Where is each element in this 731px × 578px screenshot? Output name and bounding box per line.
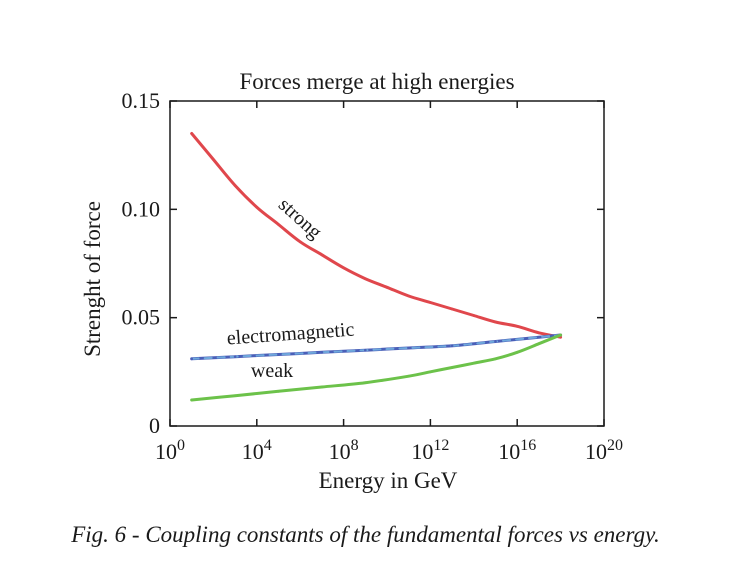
data-point-strong — [255, 205, 259, 209]
data-point-electromagnetic — [537, 335, 541, 339]
data-point-weak — [190, 398, 193, 402]
data-point-strong — [277, 223, 280, 226]
curves-layer — [190, 132, 563, 402]
data-point-strong — [494, 320, 497, 324]
data-point-electromagnetic — [277, 353, 280, 356]
series-label-electromagnetic: electromagnetic — [226, 319, 355, 350]
x-tick-label: 1016 — [498, 437, 536, 464]
data-point-strong — [190, 132, 193, 135]
data-point-weak — [320, 385, 324, 389]
data-point-weak — [559, 333, 562, 337]
data-point-strong — [407, 294, 411, 298]
y-tick-label: 0.15 — [122, 88, 161, 113]
data-point-strong — [298, 240, 302, 244]
data-point-electromagnetic — [494, 340, 497, 343]
series-line-electromagnetic-highlight — [190, 334, 562, 360]
data-point-weak — [537, 342, 541, 345]
data-point-weak — [450, 366, 454, 369]
data-point-weak — [277, 390, 280, 393]
figure-caption: Fig. 6 - Coupling constants of the funda… — [71, 522, 660, 547]
data-point-strong — [212, 158, 215, 161]
data-point-weak — [364, 381, 367, 384]
coupling-constants-chart: 0 0.05 0.10 0.15 100 104 108 1012 1016 1020 Force… — [80, 69, 624, 493]
data-point-weak — [407, 374, 411, 378]
data-point-weak — [233, 394, 237, 397]
data-point-strong — [385, 286, 389, 289]
series-label-strong: strong — [274, 194, 326, 244]
data-point-strong — [429, 301, 432, 304]
data-point-weak — [494, 357, 497, 361]
data-point-electromagnetic — [364, 348, 367, 352]
plot-frame — [169, 100, 605, 427]
series-label-weak: weak — [251, 360, 293, 382]
x-tick-label: 108 — [329, 437, 359, 464]
data-point-weak — [429, 370, 432, 374]
data-point-electromagnetic — [450, 344, 454, 348]
chart-title: Forces merge at high energies — [239, 69, 514, 94]
y-tick-label: 0 — [149, 413, 160, 438]
series-line-strong — [190, 132, 563, 339]
data-point-weak — [515, 351, 519, 354]
data-point-strong — [364, 277, 367, 280]
x-tick-label: 1020 — [585, 437, 623, 464]
x-tick-label: 104 — [242, 437, 272, 464]
ticks-layer: 0 0.05 0.10 0.15 100 104 108 1012 1016 1020 — [122, 88, 624, 464]
data-point-strong — [472, 314, 476, 317]
data-point-strong — [320, 253, 324, 257]
x-tick-label: 100 — [155, 437, 185, 464]
data-point-electromagnetic — [190, 357, 193, 361]
y-axis-label: Strenght of force — [80, 201, 105, 357]
data-point-electromagnetic — [320, 351, 324, 354]
data-point-electromagnetic — [407, 346, 411, 350]
x-tick-label: 1012 — [411, 437, 449, 464]
data-point-strong — [515, 325, 519, 328]
y-tick-label: 0.05 — [122, 305, 161, 330]
data-point-strong — [537, 331, 541, 335]
x-axis-label: Energy in GeV — [319, 468, 458, 493]
data-point-strong — [233, 184, 237, 187]
data-point-strong — [342, 266, 345, 270]
data-point-strong — [450, 307, 454, 311]
data-point-electromagnetic — [233, 355, 237, 358]
data-point-weak — [472, 361, 476, 365]
y-tick-label: 0.10 — [122, 196, 161, 221]
